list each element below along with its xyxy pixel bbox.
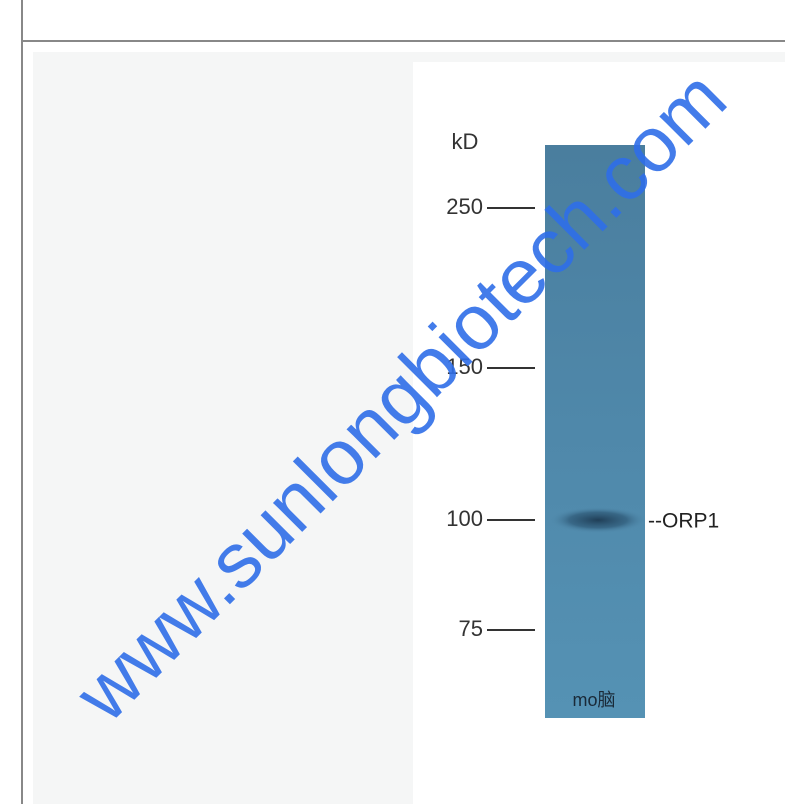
marker-label: 250: [446, 194, 483, 219]
page: kD --ORP1 mo脑 25015010075www.sunlongbiot…: [0, 0, 785, 804]
blot-band: [550, 507, 646, 533]
marker-label: 75: [459, 616, 483, 641]
band-label: --ORP1: [648, 510, 719, 533]
marker-unit: kD: [452, 129, 479, 154]
lane-label: mo脑: [572, 690, 615, 710]
screenshot: kD --ORP1 mo脑 25015010075www.sunlongbiot…: [0, 0, 785, 804]
marker-label: 100: [446, 506, 483, 531]
